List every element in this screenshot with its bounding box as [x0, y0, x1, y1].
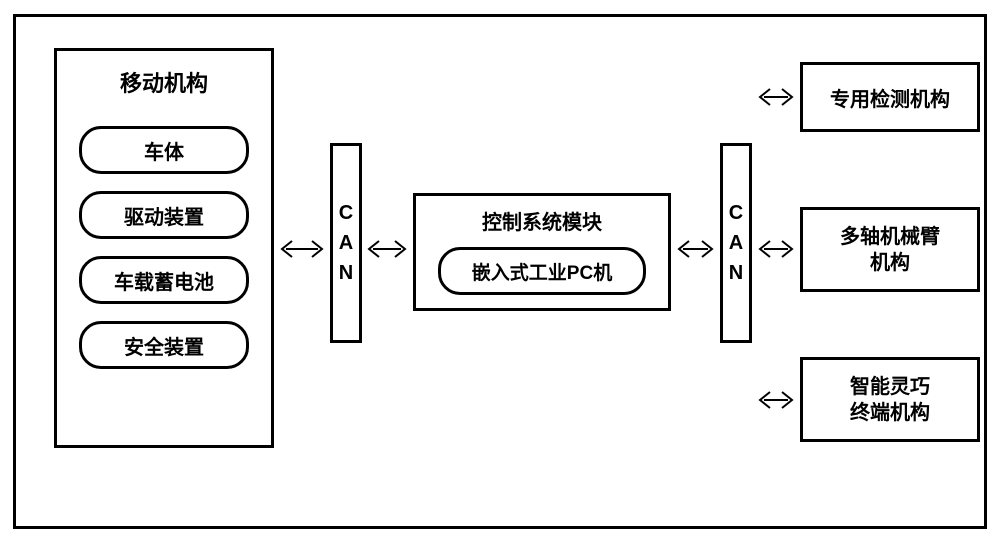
box-label: 智能灵巧 终端机构: [850, 374, 930, 426]
control-embedded-pc: 嵌入式工业PC机: [438, 247, 646, 295]
mobile-item-drive: 驱动装置: [79, 191, 249, 239]
can-char: A: [729, 228, 743, 258]
multi-axis-arm-mechanism: 多轴机械臂 机构: [800, 207, 980, 292]
bidirectional-arrow-icon: [756, 388, 796, 412]
mobile-item-safety: 安全装置: [79, 321, 249, 369]
mobile-item-label: 车载蓄电池: [114, 266, 214, 295]
mobile-item-label: 安全装置: [124, 331, 204, 360]
bidirectional-arrow-icon: [278, 237, 326, 261]
control-embedded-pc-label: 嵌入式工业PC机: [472, 258, 612, 285]
mobile-item-label: 车体: [144, 136, 184, 165]
smart-terminal-mechanism: 智能灵巧 终端机构: [800, 357, 980, 442]
box-label: 专用检测机构: [830, 83, 950, 112]
can-bus-left: C A N: [330, 143, 362, 343]
bidirectional-arrow-icon: [675, 237, 716, 261]
can-char: C: [729, 198, 743, 228]
can-bus-right: C A N: [720, 143, 752, 343]
box-label: 多轴机械臂 机构: [840, 224, 940, 276]
mobile-mechanism-title: 移动机构: [57, 66, 271, 98]
mobile-item-body: 车体: [79, 126, 249, 174]
can-char: A: [339, 228, 353, 258]
mobile-item-battery: 车载蓄电池: [79, 256, 249, 304]
can-char: N: [339, 258, 353, 288]
special-detection-mechanism: 专用检测机构: [800, 62, 980, 132]
bidirectional-arrow-icon: [365, 237, 409, 261]
control-system-module: 控制系统模块 嵌入式工业PC机: [413, 193, 671, 311]
bidirectional-arrow-icon: [756, 85, 796, 109]
bidirectional-arrow-icon: [756, 237, 796, 261]
can-char: C: [339, 198, 353, 228]
mobile-item-label: 驱动装置: [124, 201, 204, 230]
can-char: N: [729, 258, 743, 288]
mobile-mechanism-group: 移动机构 车体 驱动装置 车载蓄电池 安全装置: [54, 48, 274, 448]
control-system-title: 控制系统模块: [416, 206, 668, 235]
